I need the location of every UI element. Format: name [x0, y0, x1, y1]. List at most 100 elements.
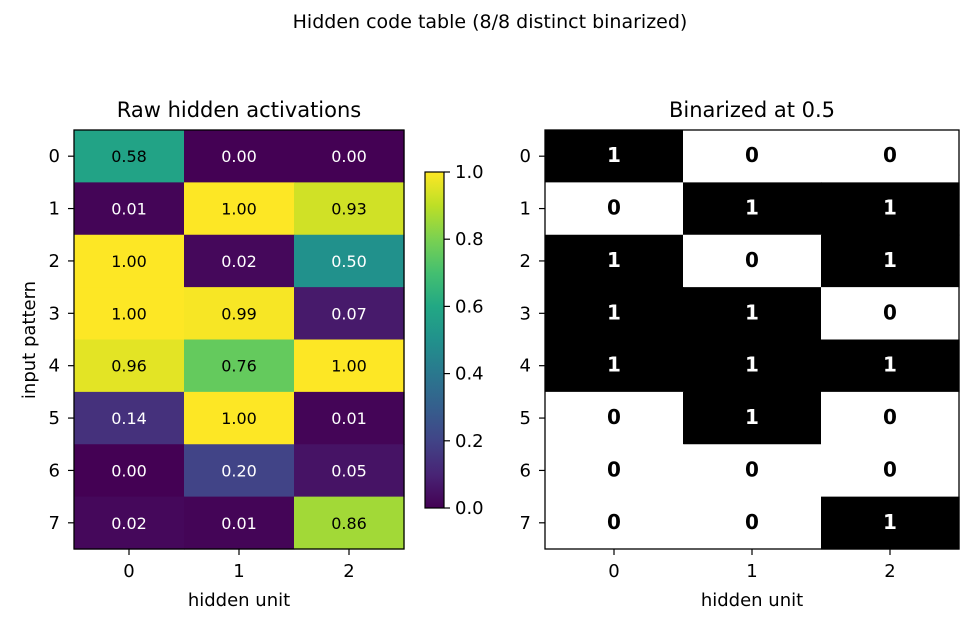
cell-value-label: 0.01 [111, 200, 147, 219]
y-tick-label: 4 [520, 356, 531, 377]
cell-value-label: 0 [883, 457, 897, 481]
left-x-axis-label: hidden unit [188, 590, 290, 611]
y-tick-label: 6 [49, 460, 60, 481]
cell-value-label: 1 [607, 248, 621, 272]
heatmap-cell [74, 234, 185, 288]
cell-value-label: 0.50 [331, 252, 367, 271]
cell-value-label: 0 [745, 143, 759, 167]
y-tick-label: 1 [520, 199, 531, 220]
heatmap-cell [821, 339, 960, 393]
heatmap-cell [545, 182, 684, 236]
heatmap-cell [74, 339, 185, 393]
heatmap-cell [683, 444, 822, 498]
colorbar-tick-label: 0.4 [455, 364, 484, 385]
y-tick-label: 5 [520, 408, 531, 429]
colorbar-tick-label: 0.2 [455, 431, 484, 452]
colorbar: 0.0 0.2 0.4 0.6 0.8 1.0 [424, 162, 484, 519]
heatmap-cell [184, 391, 295, 445]
cell-value-label: 1 [883, 248, 897, 272]
y-tick-label: 4 [49, 356, 60, 377]
y-tick-label: 2 [520, 251, 531, 272]
heatmap-cell [683, 391, 822, 445]
y-tick-label: 2 [49, 251, 60, 272]
cell-value-label: 1 [745, 196, 759, 220]
left-chart-title: Raw hidden activations [117, 98, 362, 122]
y-tick-label: 5 [49, 408, 60, 429]
cell-value-label: 0.02 [221, 252, 257, 271]
heatmap-cell [74, 182, 185, 236]
colorbar-gradient [424, 171, 445, 509]
colorbar-tick-label: 0.0 [455, 498, 484, 519]
x-tick-label: 2 [884, 561, 895, 582]
cell-value-label: 0 [883, 143, 897, 167]
cell-value-label: 0.01 [221, 514, 257, 533]
cell-value-label: 1.00 [221, 409, 257, 428]
heatmap-cell [821, 444, 960, 498]
figure-suptitle: Hidden code table (8/8 distinct binarize… [293, 11, 688, 33]
heatmap-cell [294, 182, 405, 236]
heatmap-cell [545, 444, 684, 498]
heatmap-cell [683, 130, 822, 183]
heatmap-cell [545, 496, 684, 550]
y-tick-label: 7 [520, 513, 531, 534]
heatmap-cell [683, 287, 822, 341]
cell-value-label: 0 [607, 196, 621, 220]
cell-value-label: 1 [745, 405, 759, 429]
heatmap-cell [184, 130, 295, 183]
x-tick-label: 1 [746, 561, 757, 582]
y-tick-label: 1 [49, 199, 60, 220]
heatmap-cell [821, 130, 960, 183]
heatmap-cell [74, 130, 185, 183]
binarized-chart: Binarized at 0.5 1 0 00 1 11 0 11 1 01 1 10 1 00 0 00 0… [520, 98, 960, 611]
cell-value-label: 0.05 [331, 461, 367, 480]
y-tick-label: 0 [49, 146, 60, 167]
cell-value-label: 0.14 [111, 409, 147, 428]
y-tick-label: 3 [520, 303, 531, 324]
heatmap-cell [821, 496, 960, 550]
colorbar-tick-label: 0.6 [455, 296, 484, 317]
x-tick-label: 1 [233, 561, 244, 582]
raw-activations-chart: Raw hidden activations 0.58 0.00 0.00 0.01 1… [19, 98, 405, 611]
y-tick-label: 3 [49, 303, 60, 324]
cell-value-label: 1.00 [331, 357, 367, 376]
heatmap-cell [184, 182, 295, 236]
heatmap-cell [294, 130, 405, 183]
cell-value-label: 0 [607, 405, 621, 429]
cell-value-label: 0 [745, 457, 759, 481]
cell-value-label: 0 [745, 248, 759, 272]
cell-value-label: 0.99 [221, 304, 257, 323]
y-tick-label: 6 [520, 460, 531, 481]
heatmap-cell [294, 234, 405, 288]
heatmap-cell [545, 339, 684, 393]
heatmap-cell [821, 182, 960, 236]
x-tick-label: 2 [343, 561, 354, 582]
heatmap-cell [74, 391, 185, 445]
cell-value-label: 0.00 [111, 461, 147, 480]
cell-value-label: 0.96 [111, 357, 147, 376]
cell-value-label: 0.58 [111, 147, 147, 166]
cell-value-label: 0 [745, 510, 759, 534]
cell-value-label: 0.00 [221, 147, 257, 166]
heatmap-cell [74, 444, 185, 498]
heatmap-cell [545, 234, 684, 288]
cell-value-label: 0.86 [331, 514, 367, 533]
cell-value-label: 0 [883, 405, 897, 429]
cell-value-label: 1 [745, 300, 759, 324]
right-x-axis-label: hidden unit [701, 590, 803, 611]
heatmap-cell [184, 339, 295, 393]
right-axes: 0 1 2 0 1 2 3 4 5 6 7 [520, 146, 896, 582]
cell-value-label: 1 [607, 143, 621, 167]
cell-value-label: 0.20 [221, 461, 257, 480]
cell-value-label: 0.93 [331, 200, 367, 219]
heatmap-cell [683, 182, 822, 236]
heatmap-cell [294, 444, 405, 498]
colorbar-ticks: 0.0 0.2 0.4 0.6 0.8 1.0 [444, 162, 484, 519]
colorbar-tick-label: 1.0 [455, 162, 484, 183]
heatmap-cell [683, 234, 822, 288]
heatmap-cell [184, 287, 295, 341]
heatmap-cell [545, 130, 684, 183]
cell-value-label: 1.00 [221, 200, 257, 219]
heatmap-cell [294, 496, 405, 550]
cell-value-label: 1 [607, 300, 621, 324]
heatmap-cell [821, 234, 960, 288]
